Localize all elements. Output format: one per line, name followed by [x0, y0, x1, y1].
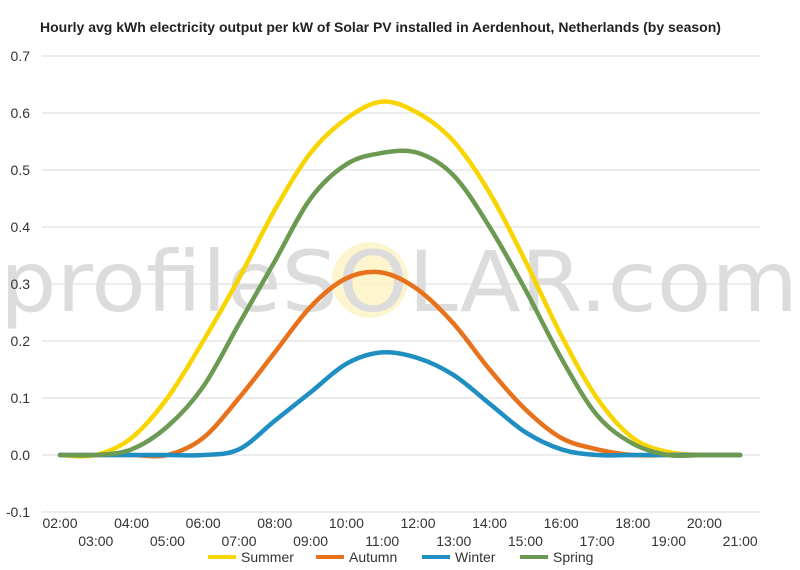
x-tick-label: 02:00 — [42, 515, 77, 531]
x-tick-label: 21:00 — [723, 533, 758, 549]
x-tick-label: 10:00 — [329, 515, 364, 531]
chart-title: Hourly avg kWh electricity output per kW… — [40, 19, 721, 35]
x-tick-label: 13:00 — [436, 533, 471, 549]
series-line-spring — [57, 148, 743, 459]
x-tick-label: 18:00 — [615, 515, 650, 531]
x-tick-label: 20:00 — [687, 515, 722, 531]
x-tick-label: 11:00 — [365, 533, 399, 549]
x-tick-label: 19:00 — [651, 533, 686, 549]
legend-label: Summer — [241, 549, 294, 565]
x-tick-label: 12:00 — [400, 515, 435, 531]
x-tick-label: 04:00 — [114, 515, 149, 531]
y-tick-label: 0.4 — [11, 219, 31, 235]
y-tick-label: 0.0 — [11, 447, 31, 463]
legend-item-autumn: Autumn — [316, 549, 397, 565]
x-tick-label: 09:00 — [293, 533, 328, 549]
y-tick-label: 0.2 — [11, 333, 31, 349]
watermark: profileSOLAR.com — [0, 233, 798, 331]
series-line-winter — [57, 349, 743, 458]
x-tick-label: 14:00 — [472, 515, 507, 531]
y-tick-label: 0.1 — [11, 390, 31, 406]
y-tick-label: 0.6 — [11, 105, 31, 121]
legend-label: Winter — [455, 549, 496, 565]
x-tick-label: 08:00 — [257, 515, 292, 531]
legend: Summer Autumn Winter Spring — [208, 549, 593, 565]
y-tick-label: 0.5 — [11, 162, 31, 178]
legend-label: Autumn — [349, 549, 397, 565]
legend-item-summer: Summer — [208, 549, 294, 565]
x-tick-label: 07:00 — [221, 533, 256, 549]
series-lines — [57, 99, 743, 459]
x-tick-label: 16:00 — [544, 515, 579, 531]
series-line-summer — [57, 99, 743, 459]
y-tick-label: 0.7 — [11, 48, 31, 64]
legend-item-spring: Spring — [520, 549, 593, 565]
legend-label: Spring — [553, 549, 593, 565]
x-tick-label: 06:00 — [186, 515, 221, 531]
x-tick-label: 17:00 — [579, 533, 614, 549]
watermark-text: profileSOLAR.com — [0, 233, 798, 331]
y-tick-label: -0.1 — [6, 504, 30, 520]
x-axis-ticks: 02:00 04:00 06:00 08:00 10:00 12:00 14:00 16:00… — [42, 515, 757, 549]
watermark-sun-icon — [332, 242, 408, 318]
y-axis-ticks: -0.1 0.0 0.1 0.2 0.3 0.4 0.5 0.6 0.7 — [6, 48, 30, 520]
x-tick-label: 15:00 — [508, 533, 543, 549]
y-tick-label: 0.3 — [11, 276, 31, 292]
legend-item-winter: Winter — [422, 549, 496, 565]
x-tick-label: 03:00 — [78, 533, 113, 549]
x-tick-label: 05:00 — [150, 533, 185, 549]
